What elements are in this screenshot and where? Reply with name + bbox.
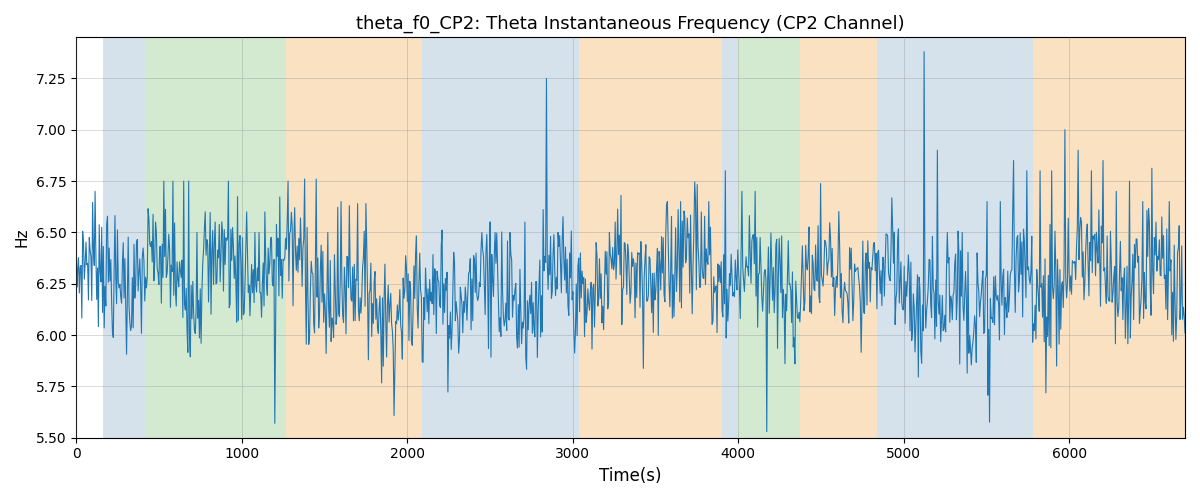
Bar bbox=[1018, 38, 1033, 438]
X-axis label: Time(s): Time(s) bbox=[599, 467, 661, 485]
Bar bbox=[800, 38, 877, 438]
Bar bbox=[595, 38, 722, 438]
Bar bbox=[144, 38, 286, 438]
Bar bbox=[421, 38, 580, 438]
Bar bbox=[722, 38, 737, 438]
Bar bbox=[737, 38, 800, 438]
Y-axis label: Hz: Hz bbox=[14, 228, 30, 248]
Bar bbox=[286, 38, 421, 438]
Title: theta_f0_CP2: Theta Instantaneous Frequency (CP2 Channel): theta_f0_CP2: Theta Instantaneous Freque… bbox=[356, 15, 905, 34]
Bar bbox=[877, 38, 1018, 438]
Bar bbox=[580, 38, 595, 438]
Bar bbox=[1033, 38, 1186, 438]
Bar bbox=[103, 38, 144, 438]
